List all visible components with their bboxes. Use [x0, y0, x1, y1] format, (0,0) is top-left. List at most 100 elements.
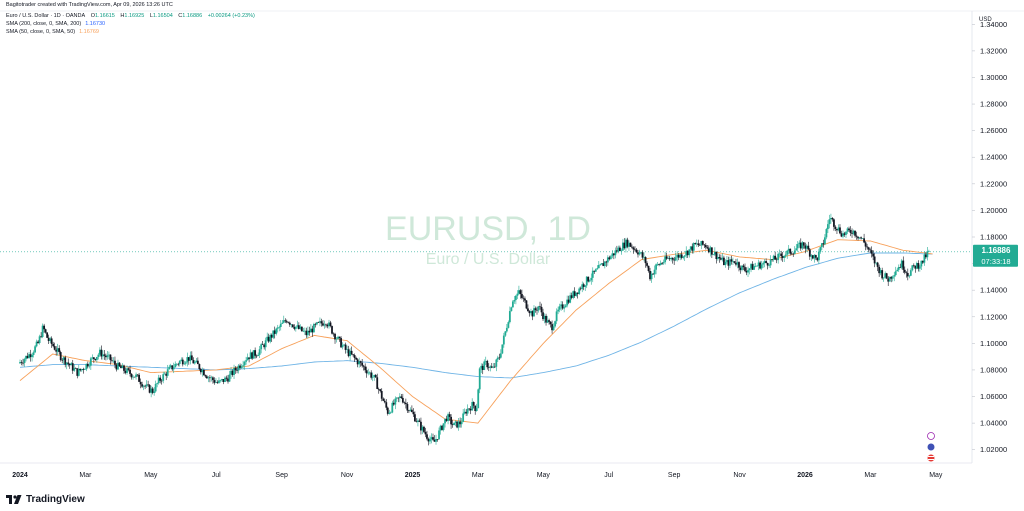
candle-body-62 [112, 360, 115, 362]
candle-body-186 [299, 326, 302, 329]
candle-body-533 [822, 243, 825, 245]
candle-body-100 [169, 365, 172, 367]
candle-body-98 [166, 369, 169, 376]
candle-body-102 [172, 367, 175, 370]
candle-body-331 [518, 290, 520, 294]
sma50-legend[interactable]: SMA (50, close, 0, SMA, 50) 1.16769 [6, 29, 99, 36]
candle-body-111 [186, 357, 189, 363]
candle-body-462 [715, 251, 718, 260]
us-flag-event-icon[interactable] [927, 454, 935, 462]
candle-body-381 [593, 270, 596, 272]
earnings-event-icon[interactable] [927, 443, 935, 451]
candle-body-99 [168, 366, 171, 370]
candle-body-233 [370, 372, 373, 378]
candle-body-142 [233, 367, 235, 375]
candle-body-173 [279, 323, 282, 328]
candle-body-459 [710, 247, 713, 255]
candle-body-37 [74, 368, 77, 369]
candle-body-3 [23, 359, 26, 363]
lightning-event-icon[interactable] [927, 432, 935, 440]
candle-body-349 [545, 315, 547, 323]
candle-body-68 [121, 365, 124, 369]
candle-body-363 [566, 299, 569, 306]
candle-body-201 [322, 323, 324, 326]
candle-body-463 [716, 257, 719, 260]
candle-body-132 [218, 380, 220, 383]
candle-body-51 [95, 356, 98, 360]
candle-body-406 [631, 246, 633, 248]
candle-body-402 [625, 239, 627, 249]
candle-body-136 [224, 377, 226, 382]
candle-body-595 [915, 263, 918, 269]
candle-body-576 [887, 278, 890, 282]
candle-body-81 [141, 384, 143, 387]
candle-body-596 [917, 263, 920, 269]
candle-body-235 [373, 374, 376, 377]
candle-body-467 [723, 257, 725, 266]
candle-body-515 [795, 248, 798, 251]
candle-body-289 [454, 421, 457, 423]
candle-body-261 [412, 411, 415, 415]
sma200-legend[interactable]: SMA (200, close, 0, SMA, 200) 1.16730 [6, 21, 105, 28]
candle-body-578 [890, 276, 893, 279]
candle-body-574 [884, 273, 887, 278]
y-tick-label-16: 1.02000 [980, 445, 1007, 454]
low-value: 1.16504 [152, 13, 173, 19]
candle-body-6 [28, 354, 30, 359]
candle-body-327 [511, 301, 514, 308]
candle-body-487 [753, 266, 755, 270]
candle-body-471 [729, 259, 731, 266]
symbol-name[interactable]: Euro / U.S. Dollar · 1D · OANDA [6, 13, 86, 19]
y-tick-label-11: 1.12000 [980, 312, 1007, 321]
candle-body-399 [620, 250, 623, 252]
candle-body-157 [255, 355, 258, 357]
candle-body-321 [502, 335, 505, 345]
candle-body-341 [533, 308, 535, 317]
candle-body-118 [196, 360, 199, 365]
candle-body-422 [655, 264, 657, 270]
candle-body-193 [310, 328, 312, 333]
candle-body-556 [857, 236, 859, 239]
us-flag-stripes-icon [928, 456, 934, 457]
candle-body-504 [778, 253, 781, 255]
candle-body-260 [410, 409, 413, 412]
candle-body-382 [594, 269, 597, 272]
candle-body-242 [383, 400, 386, 403]
candle-body-364 [567, 299, 570, 303]
candle-body-60 [109, 354, 112, 361]
candle-body-122 [202, 370, 205, 376]
candle-body-288 [453, 422, 456, 426]
candle-body-104 [175, 363, 178, 365]
us-flag-stripes-icon-2 [928, 459, 934, 460]
candle-body-45 [86, 363, 89, 367]
candle-body-546 [842, 233, 844, 237]
candle-body-40 [79, 368, 82, 371]
candle-body-524 [808, 249, 811, 257]
candle-body-198 [317, 322, 320, 323]
candle-body-554 [854, 230, 856, 236]
candle-body-326 [510, 307, 513, 312]
candle-body-555 [855, 235, 858, 237]
candle-body-394 [612, 253, 615, 256]
candle-body-475 [735, 262, 737, 265]
candle-body-279 [439, 425, 442, 431]
candle-body-548 [845, 231, 847, 235]
candle-body-530 [817, 251, 820, 261]
candle-body-188 [302, 330, 305, 332]
candle-body-398 [619, 247, 621, 252]
candle-body-0 [19, 362, 21, 364]
candle-body-291 [457, 421, 460, 428]
tradingview-logo[interactable]: TradingView [6, 494, 85, 505]
candle-body-32 [67, 362, 70, 364]
watermark-subtitle: Euro / U.S. Dollar [426, 251, 551, 268]
event-icons[interactable] [927, 432, 935, 462]
candle-body-340 [531, 311, 534, 317]
candle-body-301 [472, 402, 475, 406]
candle-body-565 [870, 250, 873, 254]
candle-body-87 [150, 388, 153, 393]
candle-body-54 [100, 349, 103, 357]
candle-body-579 [891, 276, 894, 279]
candle-body-342 [534, 308, 537, 311]
candle-body-86 [148, 384, 151, 393]
